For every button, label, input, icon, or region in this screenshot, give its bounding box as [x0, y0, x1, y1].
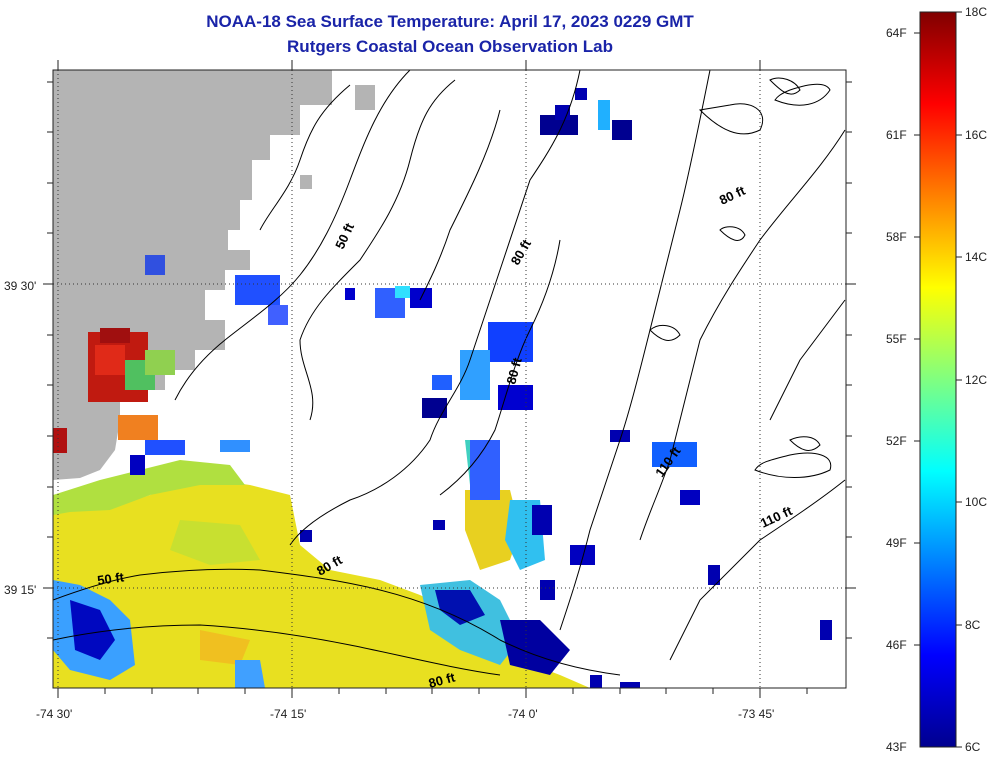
colorbar-celsius-label: 10C	[965, 495, 987, 509]
colorbar-fahrenheit-label: 55F	[886, 332, 907, 346]
lat-label: 39 15'	[4, 583, 36, 597]
colorbar-celsius-label: 8C	[965, 618, 981, 632]
lon-label: -74 30'	[36, 707, 72, 721]
colorbar-fahrenheit-label: 64F	[886, 26, 907, 40]
depth-contours	[53, 70, 846, 676]
colorbar	[919, 11, 957, 748]
lon-label: -74 15'	[270, 707, 306, 721]
warm-water-patch	[53, 328, 175, 453]
colorbar-celsius-label: 14C	[965, 250, 987, 264]
colorbar-fahrenheit-label: 49F	[886, 536, 907, 550]
colorbar-fahrenheit-label: 43F	[886, 740, 907, 754]
svg-text:80 ft: 80 ft	[503, 355, 525, 385]
colorbar-fahrenheit-label: 46F	[886, 638, 907, 652]
svg-text:80 ft: 80 ft	[427, 669, 457, 691]
colorbar-ticks	[914, 11, 962, 748]
green-water-region	[53, 460, 245, 515]
colorbar-fahrenheit-label: 58F	[886, 230, 907, 244]
svg-text:50 ft: 50 ft	[96, 569, 125, 588]
lat-label: 39 30'	[4, 279, 36, 293]
colorbar-celsius-label: 16C	[965, 128, 987, 142]
lon-label: -73 45'	[738, 707, 774, 721]
colorbar-celsius-label: 12C	[965, 373, 987, 387]
map-subtitle: Rutgers Coastal Ocean Observation Lab	[287, 37, 613, 56]
colorbar-celsius-label: 18C	[965, 5, 987, 19]
land-patch	[300, 175, 312, 189]
lon-label: -74 0'	[508, 707, 538, 721]
colorbar-fahrenheit-label: 52F	[886, 434, 907, 448]
blue-pixel-cluster	[130, 88, 832, 688]
map-title: NOAA-18 Sea Surface Temperature: April 1…	[206, 12, 694, 31]
colorbar-celsius-label: 6C	[965, 740, 981, 754]
colorbar-fahrenheit-label: 61F	[886, 128, 907, 142]
lat-lon-grid	[53, 70, 846, 688]
map-frame	[52, 69, 847, 689]
axis-ticks	[43, 60, 856, 698]
land-patch	[355, 85, 375, 110]
